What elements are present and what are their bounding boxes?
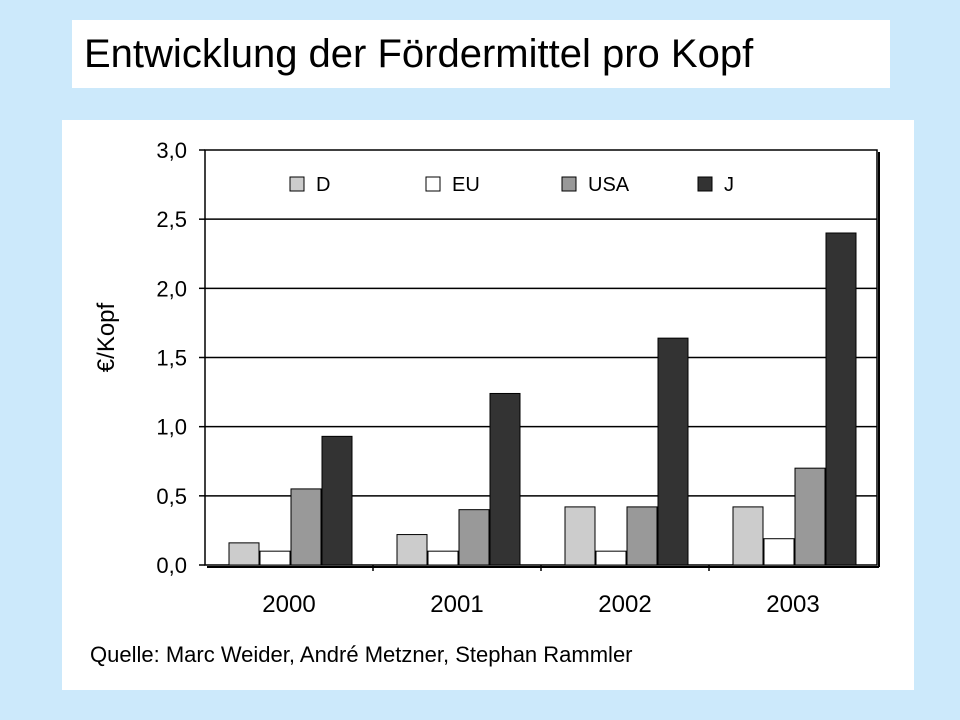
bar-d-2003 bbox=[732, 506, 764, 566]
bar-d-2000 bbox=[228, 542, 260, 566]
bar-eu-2002 bbox=[595, 550, 627, 566]
legend-label-j: J bbox=[724, 174, 734, 196]
bar-usa-2001 bbox=[458, 509, 490, 566]
legend-swatch-j bbox=[697, 176, 713, 192]
bar-eu-2003 bbox=[763, 538, 795, 566]
bar-usa-2003 bbox=[794, 467, 826, 566]
bar-j-2001 bbox=[489, 392, 521, 566]
x-tick-label: 2003 bbox=[766, 591, 819, 618]
bar-usa-2002 bbox=[626, 506, 658, 566]
y-tick-label: 0,0 bbox=[156, 553, 187, 578]
bar-j-2002 bbox=[657, 337, 689, 566]
y-tick-label: 1,5 bbox=[156, 346, 187, 371]
legend-swatch-usa bbox=[561, 176, 577, 192]
y-tick-label: 0,5 bbox=[156, 484, 187, 509]
bar-j-2003 bbox=[825, 232, 857, 566]
legend-label-eu: EU bbox=[452, 174, 480, 196]
legend-swatch-eu bbox=[425, 176, 441, 192]
page-title: Entwicklung der Fördermittel pro Kopf bbox=[84, 32, 754, 76]
y-tick-label: 3,0 bbox=[156, 138, 187, 163]
x-tick-label: 2001 bbox=[430, 591, 483, 618]
bar-d-2002 bbox=[564, 506, 596, 566]
bar-eu-2000 bbox=[259, 550, 291, 566]
y-axis-label: €/Kopf bbox=[93, 302, 120, 372]
x-tick-label: 2000 bbox=[262, 591, 315, 618]
bar-d-2001 bbox=[396, 534, 428, 566]
y-tick-label: 2,0 bbox=[156, 276, 187, 301]
x-tick-label: 2002 bbox=[598, 591, 651, 618]
bar-chart: 0,0 0,5 1,0 1,5 2,0 2,5 3,0 €/Kopf 2000 2001 2002 2… bbox=[93, 138, 880, 618]
legend-label-d: D bbox=[316, 174, 330, 196]
legend-label-usa: USA bbox=[588, 174, 630, 196]
legend-swatch-d bbox=[289, 176, 305, 192]
chart-panel: 0,0 0,5 1,0 1,5 2,0 2,5 3,0 €/Kopf 2000 2001 2002 2… bbox=[62, 120, 914, 690]
y-tick-label: 2,5 bbox=[156, 207, 187, 232]
bar-usa-2000 bbox=[290, 488, 322, 566]
bar-j-2000 bbox=[321, 435, 353, 566]
title-box: Entwicklung der Fördermittel pro Kopf bbox=[72, 20, 890, 88]
y-tick-label: 1,0 bbox=[156, 415, 187, 440]
source-note: Quelle: Marc Weider, André Metzner, Step… bbox=[90, 642, 633, 667]
bar-eu-2001 bbox=[427, 550, 459, 566]
